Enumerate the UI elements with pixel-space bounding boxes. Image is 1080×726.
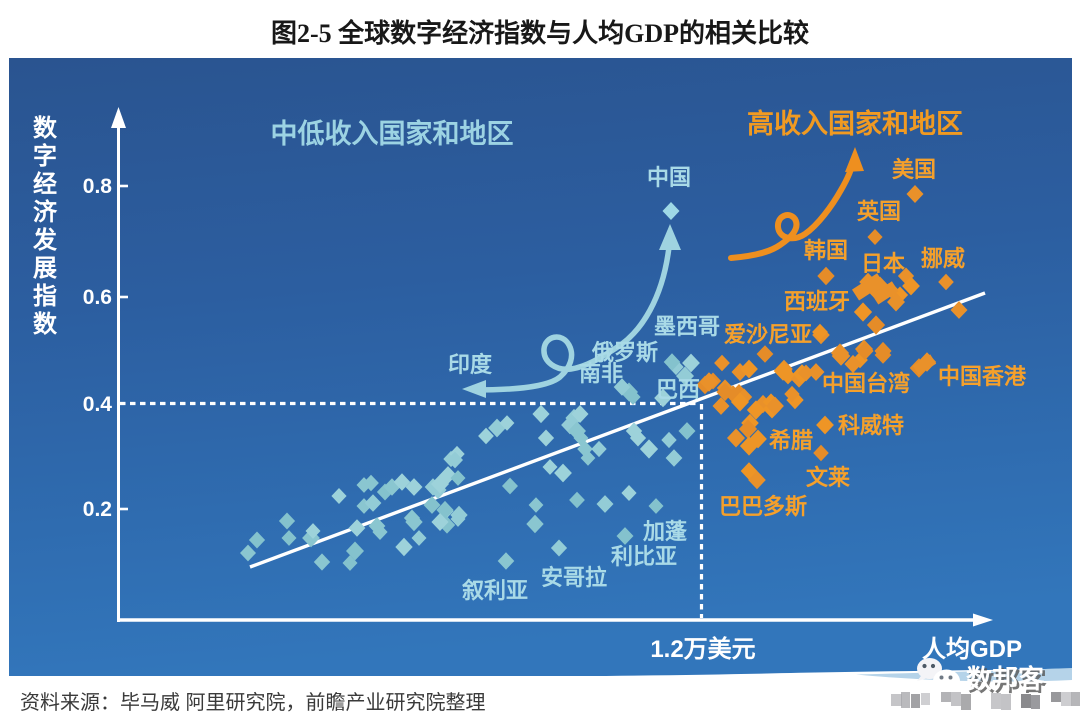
- svg-text:人均GDP: 人均GDP: [922, 635, 1022, 663]
- svg-text:0.2: 0.2: [83, 498, 112, 521]
- svg-text:数邦客: 数邦客: [969, 667, 1048, 697]
- svg-text:中国台湾: 中国台湾: [822, 371, 910, 396]
- svg-text:0.4: 0.4: [83, 393, 113, 416]
- svg-text:济: 济: [33, 198, 58, 226]
- svg-text:发: 发: [32, 226, 57, 254]
- svg-text:数邦客: 数邦客: [966, 664, 1045, 694]
- svg-text:俄罗斯: 俄罗斯: [591, 340, 658, 365]
- svg-text:巴巴多斯: 巴巴多斯: [719, 494, 807, 519]
- svg-text:数: 数: [33, 115, 58, 142]
- svg-text:数: 数: [33, 311, 58, 338]
- svg-text:巴西: 巴西: [656, 377, 700, 402]
- svg-text:科威特: 科威特: [838, 413, 904, 438]
- svg-text:字: 字: [33, 142, 57, 170]
- svg-text:希腊: 希腊: [769, 428, 813, 453]
- svg-text:韩国: 韩国: [804, 238, 848, 263]
- svg-text:展: 展: [33, 255, 57, 282]
- svg-text:安哥拉: 安哥拉: [541, 565, 607, 590]
- svg-text:加蓬: 加蓬: [642, 519, 688, 544]
- svg-text:英国: 英国: [857, 199, 901, 224]
- svg-text:0.6: 0.6: [83, 286, 112, 309]
- svg-text:印度: 印度: [448, 352, 493, 377]
- svg-text:美国: 美国: [892, 157, 936, 182]
- svg-text:叙利亚: 叙利亚: [462, 578, 528, 603]
- svg-text:中低收入国家和地区: 中低收入国家和地区: [271, 118, 514, 149]
- svg-text:文莱: 文莱: [806, 465, 850, 490]
- svg-text:经: 经: [33, 170, 57, 198]
- svg-text:中国: 中国: [647, 165, 691, 190]
- svg-text:中国香港: 中国香港: [938, 364, 1027, 389]
- svg-text:高收入国家和地区: 高收入国家和地区: [747, 108, 963, 139]
- svg-text:0.8: 0.8: [83, 175, 113, 198]
- svg-text:爱沙尼亚: 爱沙尼亚: [724, 322, 812, 347]
- svg-text:利比亚: 利比亚: [611, 544, 677, 569]
- svg-text:西班牙: 西班牙: [784, 289, 850, 314]
- svg-text:指: 指: [33, 283, 57, 310]
- svg-text:日本: 日本: [861, 251, 905, 276]
- svg-text:南非: 南非: [579, 361, 623, 386]
- svg-text:墨西哥: 墨西哥: [654, 314, 720, 339]
- svg-text:挪威: 挪威: [921, 246, 965, 271]
- svg-text:1.2万美元: 1.2万美元: [650, 635, 755, 663]
